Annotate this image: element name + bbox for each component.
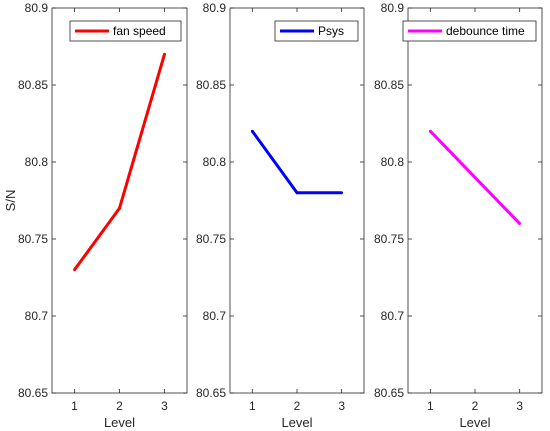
data-point [428,129,432,133]
data-point [340,191,344,195]
axes-box [51,7,188,394]
x-tick-label: 1 [249,399,256,413]
chart-panel-1: 80.65 80.7 80.75 80.8 80.85 80.9 1 2 3 Level S/N fa… [3,1,188,430]
y-tick-label: 80.65 [374,386,404,400]
x-tick-label: 2 [294,399,301,413]
y-tick-label: 80.85 [18,78,48,92]
data-point [73,268,76,272]
legend-box [69,20,182,42]
y-tick-label: 80.9 [25,1,49,15]
x-tick-label: 3 [161,399,168,413]
y-tick-label: 80.75 [196,232,226,246]
x-axis-label: Level [104,415,135,430]
legend-label: fan speed [113,24,166,38]
legend: fan speed [69,20,182,42]
legend-box [274,20,359,42]
x-axis-label: Level [281,415,312,430]
legend: Psys [274,20,359,42]
x-axis-label: Level [459,415,490,430]
x-tick-label: 3 [338,399,345,413]
x-tick-label: 3 [516,399,523,413]
y-tick-label: 80.75 [18,232,48,246]
y-tick-label: 80.85 [374,78,404,92]
data-point [250,129,254,133]
axes-box [407,7,543,394]
data-point [163,52,166,56]
chart-panel-2: 80.65 80.7 80.75 80.8 80.85 80.9 1 2 3 Level Psys [196,1,365,430]
y-axis-label: S/N [3,190,18,212]
data-point [118,206,121,210]
y-tick-label: 80.7 [203,309,227,323]
x-tick-label: 2 [116,399,123,413]
data-point [518,222,522,226]
data-point [473,176,477,179]
y-tick-label: 80.9 [203,1,227,15]
x-tick-label: 2 [472,399,479,413]
data-point [295,191,299,195]
x-tick-label: 1 [427,399,434,413]
y-tick-label: 80.9 [381,1,405,15]
y-tick-label: 80.85 [196,78,226,92]
chart-panel-3: 80.65 80.7 80.75 80.8 80.85 80.9 1 2 3 Level debou… [374,1,543,430]
y-tick-label: 80.65 [196,386,226,400]
legend: debounce time [402,20,537,42]
y-tick-label: 80.8 [203,155,227,169]
y-tick-label: 80.7 [381,309,405,323]
legend-box [402,20,537,42]
y-tick-label: 80.65 [18,386,48,400]
y-tick-label: 80.8 [25,155,49,169]
axes-box [229,7,365,394]
legend-label: debounce time [446,24,525,38]
y-tick-label: 80.75 [374,232,404,246]
y-tick-label: 80.7 [25,309,49,323]
y-tick-label: 80.8 [381,155,405,169]
legend-label: Psys [318,24,344,38]
x-tick-label: 1 [71,399,78,413]
